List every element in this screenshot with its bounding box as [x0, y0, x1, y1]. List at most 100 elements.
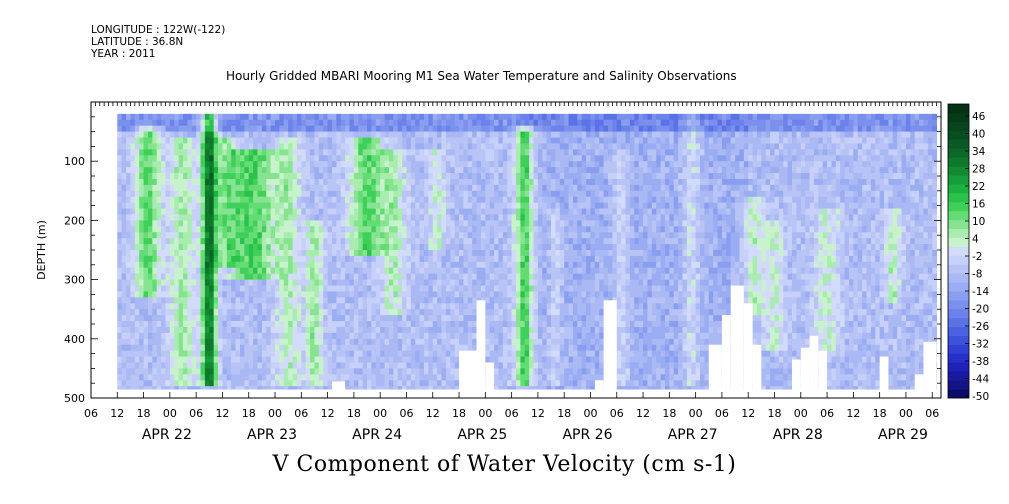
heatmap-cell: [161, 326, 166, 334]
heatmap-cell: [134, 196, 140, 204]
heatmap-cell: [340, 196, 346, 204]
heatmap-cell: [559, 261, 565, 269]
heatmap-cell: [555, 315, 561, 322]
heatmap-cell: [235, 344, 241, 352]
heatmap-cell: [498, 315, 504, 322]
heatmap-cell: [152, 137, 158, 144]
heatmap-cell: [533, 374, 539, 381]
heatmap-cell: [485, 143, 491, 150]
heatmap-cell: [345, 350, 350, 357]
heatmap-cell: [349, 143, 355, 150]
heatmap-cell: [524, 338, 530, 346]
heatmap-cell: [226, 208, 232, 215]
heatmap-cell: [117, 321, 123, 328]
heatmap-cell: [441, 155, 447, 162]
heatmap-cell: [568, 344, 574, 352]
heatmap-cell: [266, 220, 272, 227]
heatmap-cell: [498, 309, 504, 316]
heatmap-cell: [467, 291, 473, 298]
heatmap-cell: [450, 332, 456, 340]
heatmap-cell: [134, 362, 140, 369]
heatmap-cell: [476, 167, 482, 174]
heatmap-cell: [156, 155, 162, 162]
heatmap-cell: [432, 374, 438, 381]
heatmap-cell: [402, 344, 407, 352]
heatmap-cell: [551, 119, 556, 127]
heatmap-cell: [406, 208, 412, 215]
heatmap-cell: [388, 374, 394, 381]
heatmap-cell: [222, 279, 228, 286]
heatmap-cell: [445, 326, 451, 334]
heatmap-cell: [248, 362, 254, 369]
heatmap-cell: [301, 184, 307, 192]
heatmap-cell: [336, 238, 342, 245]
heatmap-cell: [327, 220, 333, 227]
heatmap-cell: [367, 119, 372, 127]
heatmap-cell: [480, 226, 486, 233]
heatmap-cell: [147, 232, 153, 239]
heatmap-cell: [244, 137, 250, 144]
heatmap-cell: [537, 250, 543, 257]
heatmap-cell: [340, 326, 346, 334]
heatmap-cell: [134, 285, 140, 292]
heatmap-cell: [507, 368, 513, 375]
heatmap-cell: [537, 291, 543, 298]
heatmap-cell: [353, 143, 359, 150]
heatmap-cell: [498, 208, 504, 215]
heatmap-cell: [432, 178, 438, 186]
heatmap-cell: [537, 131, 543, 138]
heatmap-cell: [480, 261, 486, 269]
heatmap-cell: [305, 113, 311, 121]
heatmap-cell: [340, 143, 346, 150]
heatmap-cell: [577, 321, 583, 328]
heatmap-cell: [331, 244, 337, 251]
heatmap-cell: [235, 303, 241, 310]
heatmap-cell: [323, 184, 328, 192]
heatmap-cell: [296, 220, 302, 227]
heatmap-cell: [542, 155, 548, 162]
heatmap-cell: [152, 362, 158, 369]
heatmap-cell: [551, 362, 556, 369]
heatmap-cell: [559, 119, 565, 127]
heatmap-cell: [283, 202, 289, 209]
heatmap-cell: [244, 178, 250, 186]
heatmap-cell: [191, 226, 197, 233]
heatmap-cell: [388, 149, 394, 156]
heatmap-cell: [340, 350, 346, 357]
heatmap-cell: [454, 297, 460, 304]
heatmap-cell: [524, 190, 530, 198]
heatmap-cell: [288, 338, 293, 346]
heatmap-cell: [454, 267, 460, 275]
heatmap-cell: [178, 279, 184, 286]
heatmap-cell: [266, 368, 272, 375]
heatmap-cell: [253, 255, 258, 263]
heatmap-cell: [349, 214, 355, 221]
heatmap-cell: [314, 119, 320, 127]
heatmap-cell: [266, 285, 272, 292]
heatmap-cell: [375, 291, 381, 298]
heatmap-cell: [533, 356, 539, 363]
heatmap-cell: [174, 350, 180, 357]
heatmap-cell: [415, 244, 421, 251]
heatmap-cell: [244, 356, 250, 363]
heatmap-cell: [498, 321, 504, 328]
heatmap-cell: [178, 356, 184, 363]
heatmap-cell: [314, 149, 320, 156]
heatmap-cell: [555, 273, 561, 280]
heatmap-cell: [345, 368, 350, 375]
heatmap-cell: [445, 380, 451, 387]
heatmap-cell: [296, 250, 302, 257]
heatmap-cell: [318, 261, 324, 269]
heatmap-cell: [529, 338, 534, 346]
heatmap-cell: [388, 119, 394, 127]
heatmap-cell: [454, 226, 460, 233]
heatmap-cell: [327, 131, 333, 138]
heatmap-cell: [169, 250, 175, 257]
heatmap-cell: [161, 125, 166, 132]
heatmap-cell: [231, 226, 236, 233]
heatmap-cell: [156, 315, 162, 322]
heatmap-cell: [375, 368, 381, 375]
heatmap-cell: [187, 155, 193, 162]
heatmap-cell: [572, 167, 578, 174]
heatmap-cell: [174, 380, 180, 387]
